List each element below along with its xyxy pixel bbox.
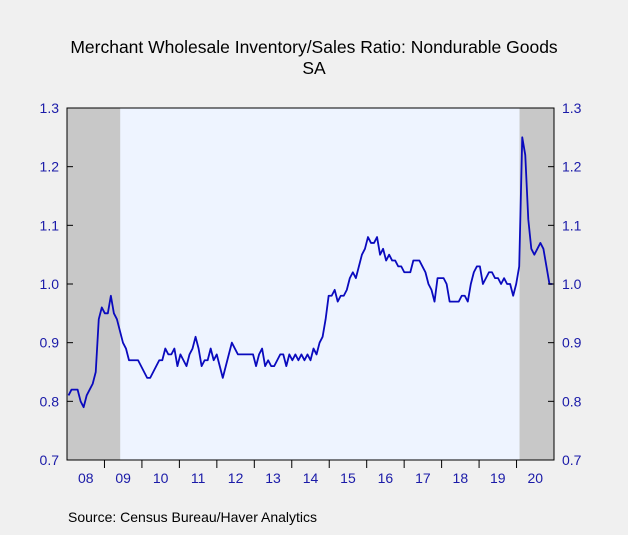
series-line-0	[67, 136, 553, 409]
x-tick-label: 17	[415, 470, 431, 486]
y-tick-label-right: 0.8	[562, 393, 582, 409]
chart-title-line-2: SA	[302, 58, 326, 78]
x-tick-label: 12	[228, 470, 244, 486]
x-tick-label: 15	[340, 470, 356, 486]
y-axis-left: 0.7 0.8 0.9 1.0 1.1 1.2 1.3	[40, 100, 73, 468]
x-tick-label: 09	[115, 470, 131, 486]
x-tick-label: 19	[490, 470, 506, 486]
x-tick-label: 11	[191, 470, 206, 486]
chart-title-line-1: Merchant Wholesale Inventory/Sales Ratio…	[70, 37, 558, 57]
y-tick-label-right: 1.1	[562, 217, 582, 233]
plot-area	[67, 108, 554, 460]
y-tick-label-left: 0.7	[40, 452, 60, 468]
y-tick-label-left: 1.0	[40, 276, 60, 292]
x-tick-label: 20	[527, 470, 543, 486]
y-tick-label-right: 0.9	[562, 335, 582, 351]
x-tick-label: 13	[265, 470, 281, 486]
y-tick-label-left: 1.3	[40, 100, 60, 116]
x-tick-label: 16	[378, 470, 394, 486]
y-tick-label-right: 1.0	[562, 276, 582, 292]
x-axis: 08 09 10 11 12 13 14 15 16 17 18 19 20	[78, 460, 543, 486]
y-tick-label-left: 0.8	[40, 393, 60, 409]
recession-band-0	[67, 108, 121, 460]
y-tick-label-right: 0.7	[562, 452, 582, 468]
series-layer	[67, 136, 553, 409]
x-tick-label: 18	[453, 470, 469, 486]
x-tick-label: 14	[303, 470, 319, 486]
x-tick-label: 08	[78, 470, 94, 486]
y-tick-label-left: 0.9	[40, 335, 60, 351]
y-tick-label-right: 1.3	[562, 100, 582, 116]
source-note: Source: Census Bureau/Haver Analytics	[68, 509, 317, 525]
x-tick-label: 10	[153, 470, 169, 486]
y-tick-label-left: 1.1	[40, 217, 60, 233]
y-tick-label-right: 1.2	[562, 159, 582, 175]
y-tick-label-left: 1.2	[40, 159, 60, 175]
y-axis-right: 0.7 0.8 0.9 1.0 1.1 1.2 1.3	[548, 100, 582, 468]
